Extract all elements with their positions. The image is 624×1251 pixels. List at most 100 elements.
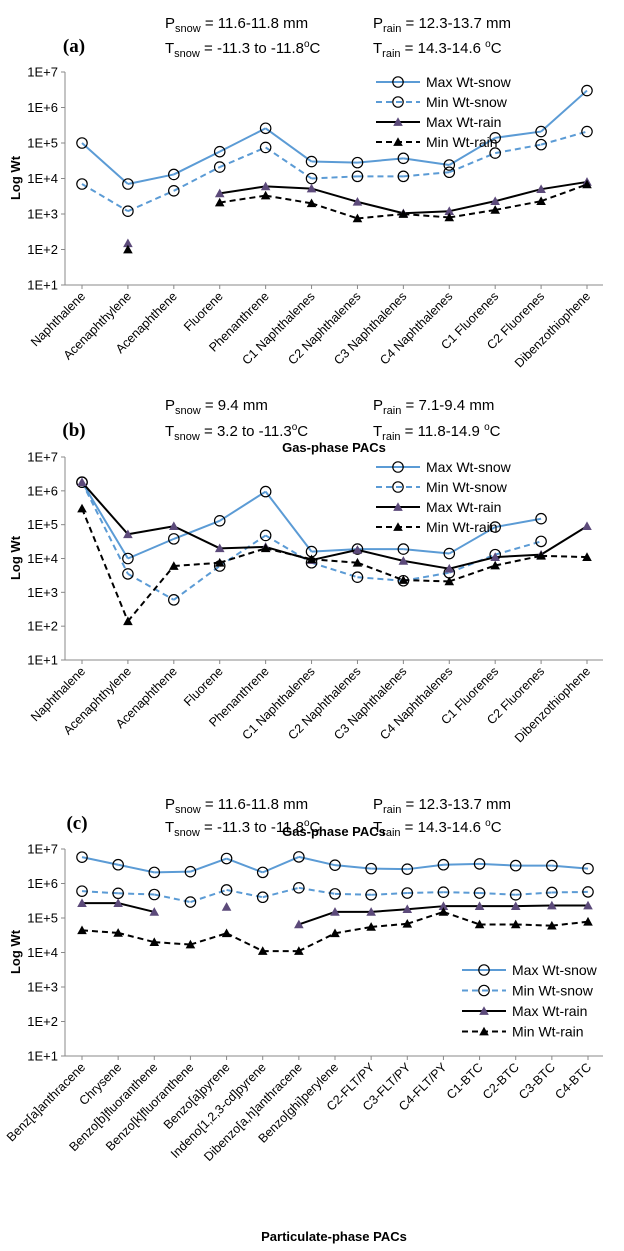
series-segment: [403, 213, 450, 219]
legend-marker: [393, 502, 403, 511]
legend-marker: [479, 1026, 489, 1036]
data-point: [122, 205, 134, 217]
data-point: [306, 198, 317, 208]
series-segment: [219, 547, 266, 564]
data-point: [149, 907, 160, 916]
x-tick-label: C1-BTC: [444, 1060, 486, 1102]
data-point: [444, 563, 455, 573]
series-segment: [540, 525, 588, 556]
series-segment: [173, 150, 221, 176]
series-segment: [357, 548, 404, 562]
data-point: [76, 476, 88, 488]
panel-label: (b): [62, 420, 85, 441]
data-point: [490, 196, 500, 205]
y-tick-label: 1E+6: [27, 876, 58, 891]
y-tick-label: 1E+2: [27, 619, 58, 634]
series-segment: [403, 171, 450, 178]
chart-panel-b: (b) Psnow = 9.4 mm Prain = 7.1-9.4 mm Tsnow…: [8, 397, 603, 839]
data-point: [221, 928, 232, 938]
data-point: [489, 147, 501, 159]
data-point: [437, 886, 450, 898]
legend: Max Wt-snow Min Wt-snow Max Wt-rain Min Wt-…: [462, 962, 598, 1040]
legend-marker: [478, 964, 490, 976]
data-point: [582, 521, 592, 531]
series-segment: [311, 160, 358, 164]
data-point: [113, 928, 123, 937]
data-point: [260, 543, 271, 553]
data-point: [123, 244, 133, 254]
series-segment: [264, 490, 313, 553]
data-point: [330, 928, 340, 938]
precip-rain-label: Prain = 12.3-13.7 mm: [373, 15, 511, 35]
precip-snow-label: Psnow = 9.4 mm: [165, 397, 268, 417]
x-tick-label: C4-BTC: [552, 1060, 594, 1102]
data-point: [213, 161, 226, 173]
data-point: [509, 889, 522, 901]
x-tick-label: C2-BTC: [480, 1060, 522, 1102]
series-segment: [219, 490, 267, 522]
y-tick-label: 1E+6: [27, 483, 58, 498]
data-point: [213, 145, 226, 158]
series-segment: [479, 862, 516, 867]
series-segment: [515, 891, 552, 896]
data-point: [259, 141, 272, 154]
data-point: [397, 152, 410, 165]
data-point: [330, 907, 340, 916]
series-segment: [190, 857, 227, 873]
data-point: [402, 904, 413, 914]
series-segment: [81, 508, 129, 622]
data-point: [547, 920, 557, 930]
data-point: [583, 916, 593, 926]
series-segment: [81, 890, 119, 895]
series-segment: [494, 188, 542, 203]
y-tick-label: 1E+6: [27, 100, 58, 115]
data-point: [582, 862, 594, 875]
data-point: [535, 512, 547, 525]
precip-snow-label: Psnow = 11.6-11.8 mm: [165, 796, 308, 816]
data-point: [582, 886, 594, 898]
series-segment: [495, 143, 542, 155]
data-point: [510, 919, 521, 929]
data-point: [490, 560, 500, 570]
series-segment: [551, 920, 589, 927]
data-point: [294, 919, 304, 929]
series-max-wt-rain: [77, 477, 592, 573]
data-point: [438, 901, 449, 911]
data-point: [168, 594, 180, 606]
series-segment: [403, 559, 450, 570]
data-point: [581, 125, 593, 138]
data-point: [352, 545, 363, 554]
series-segment: [219, 545, 266, 550]
temp-snow-label: Tsnow = 3.2 to -11.3oC: [165, 422, 308, 443]
y-axis-title: Log Wt: [8, 929, 23, 974]
legend-label: Min Wt-snow: [426, 94, 508, 110]
series-segment: [443, 910, 480, 926]
series-segment: [540, 183, 588, 203]
data-point: [443, 159, 456, 171]
series-segment: [541, 554, 588, 559]
series-segment: [371, 922, 408, 928]
y-tick-label: 1E+7: [27, 842, 58, 857]
series-segment: [406, 910, 444, 925]
y-tick-label: 1E+2: [27, 242, 58, 257]
data-point: [123, 238, 133, 248]
series-segment: [403, 210, 450, 215]
series-segment: [443, 891, 480, 895]
series-segment: [495, 130, 542, 139]
data-point: [221, 902, 232, 911]
data-point: [185, 939, 196, 949]
legend-marker: [392, 76, 404, 88]
legend-marker: [392, 96, 404, 108]
precip-snow-label: Psnow = 11.6-11.8 mm: [165, 15, 308, 35]
data-point: [402, 918, 413, 928]
series-segment: [443, 862, 480, 866]
series-segment: [219, 146, 267, 168]
legend: Max Wt-snow Min Wt-snow Max Wt-rain Min Wt-…: [376, 74, 512, 150]
series-segment: [173, 561, 220, 568]
series-segment: [448, 136, 496, 166]
chart-panel-a: (a) Psnow = 11.6-11.8 mm Prain = 12.3-13.7…: [8, 15, 603, 455]
series-segment: [494, 540, 542, 556]
temp-snow-label: Tsnow = -11.3 to -11.8oC: [165, 39, 321, 60]
y-axis-title: Log Wt: [8, 535, 23, 580]
series-segment: [371, 892, 408, 896]
